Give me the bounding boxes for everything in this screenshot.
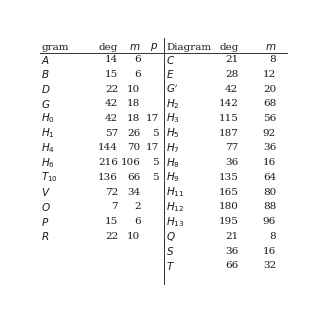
Text: 28: 28	[225, 70, 238, 79]
Text: 56: 56	[263, 114, 276, 123]
Text: 96: 96	[263, 217, 276, 226]
Text: 5: 5	[152, 129, 158, 138]
Text: 15: 15	[105, 217, 118, 226]
Text: 187: 187	[219, 129, 238, 138]
Text: 180: 180	[219, 202, 238, 212]
Text: 17: 17	[145, 143, 158, 152]
Text: 144: 144	[98, 143, 118, 152]
Text: $m$: $m$	[129, 42, 140, 52]
Text: $G'$: $G'$	[166, 83, 179, 95]
Text: $H_9$: $H_9$	[166, 171, 180, 184]
Text: $H_2$: $H_2$	[166, 97, 180, 111]
Text: 8: 8	[269, 232, 276, 241]
Text: 5: 5	[152, 173, 158, 182]
Text: $O$: $O$	[41, 201, 51, 213]
Text: 22: 22	[105, 84, 118, 93]
Text: 10: 10	[127, 84, 140, 93]
Text: deg: deg	[219, 43, 238, 52]
Text: $H_7$: $H_7$	[166, 141, 180, 155]
Text: $G$: $G$	[41, 98, 51, 110]
Text: 8: 8	[269, 55, 276, 64]
Text: $H_1$: $H_1$	[41, 126, 55, 140]
Text: 42: 42	[105, 114, 118, 123]
Text: 17: 17	[145, 114, 158, 123]
Text: $T_{10}$: $T_{10}$	[41, 171, 58, 184]
Text: 22: 22	[105, 232, 118, 241]
Text: 10: 10	[127, 232, 140, 241]
Text: 68: 68	[263, 99, 276, 108]
Text: $E$: $E$	[166, 68, 174, 80]
Text: 6: 6	[134, 55, 140, 64]
Text: 135: 135	[219, 173, 238, 182]
Text: 42: 42	[105, 99, 118, 108]
Text: 70: 70	[127, 143, 140, 152]
Text: $H_{11}$: $H_{11}$	[166, 185, 184, 199]
Text: $m$: $m$	[265, 42, 276, 52]
Text: $C$: $C$	[166, 53, 175, 66]
Text: $Q$: $Q$	[166, 230, 176, 243]
Text: 18: 18	[127, 99, 140, 108]
Text: $V$: $V$	[41, 186, 51, 198]
Text: 142: 142	[219, 99, 238, 108]
Text: 106: 106	[121, 158, 140, 167]
Text: 14: 14	[105, 55, 118, 64]
Text: 7: 7	[111, 202, 118, 212]
Text: $H_8$: $H_8$	[166, 156, 180, 170]
Text: Diagram: Diagram	[166, 43, 211, 52]
Text: 21: 21	[225, 232, 238, 241]
Text: 21: 21	[225, 55, 238, 64]
Text: 5: 5	[152, 158, 158, 167]
Text: 15: 15	[105, 70, 118, 79]
Text: 165: 165	[219, 188, 238, 197]
Text: 2: 2	[134, 202, 140, 212]
Text: $H_3$: $H_3$	[166, 112, 180, 125]
Text: $B$: $B$	[41, 68, 50, 80]
Text: 12: 12	[263, 70, 276, 79]
Text: $H_4$: $H_4$	[41, 141, 55, 155]
Text: 57: 57	[105, 129, 118, 138]
Text: $H_0$: $H_0$	[41, 112, 55, 125]
Text: $P$: $P$	[41, 216, 50, 228]
Text: 195: 195	[219, 217, 238, 226]
Text: 66: 66	[225, 261, 238, 270]
Text: $H_5$: $H_5$	[166, 126, 180, 140]
Text: deg: deg	[99, 43, 118, 52]
Text: $H_{12}$: $H_{12}$	[166, 200, 184, 214]
Text: 72: 72	[105, 188, 118, 197]
Text: 36: 36	[225, 158, 238, 167]
Text: $p$: $p$	[150, 41, 158, 53]
Text: $D$: $D$	[41, 83, 51, 95]
Text: 36: 36	[263, 143, 276, 152]
Text: 42: 42	[225, 84, 238, 93]
Text: 136: 136	[98, 173, 118, 182]
Text: $T$: $T$	[166, 260, 175, 272]
Text: 88: 88	[263, 202, 276, 212]
Text: 115: 115	[219, 114, 238, 123]
Text: gram: gram	[41, 43, 69, 52]
Text: 34: 34	[127, 188, 140, 197]
Text: 16: 16	[263, 158, 276, 167]
Text: $A$: $A$	[41, 53, 50, 66]
Text: 36: 36	[225, 247, 238, 256]
Text: 20: 20	[263, 84, 276, 93]
Text: 16: 16	[263, 247, 276, 256]
Text: 6: 6	[134, 217, 140, 226]
Text: $R$: $R$	[41, 230, 50, 242]
Text: 6: 6	[134, 70, 140, 79]
Text: 32: 32	[263, 261, 276, 270]
Text: $H_6$: $H_6$	[41, 156, 55, 170]
Text: 77: 77	[225, 143, 238, 152]
Text: 26: 26	[127, 129, 140, 138]
Text: 80: 80	[263, 188, 276, 197]
Text: 92: 92	[263, 129, 276, 138]
Text: 64: 64	[263, 173, 276, 182]
Text: $S$: $S$	[166, 245, 174, 257]
Text: $H_{13}$: $H_{13}$	[166, 215, 184, 228]
Text: 66: 66	[127, 173, 140, 182]
Text: 18: 18	[127, 114, 140, 123]
Text: 216: 216	[98, 158, 118, 167]
